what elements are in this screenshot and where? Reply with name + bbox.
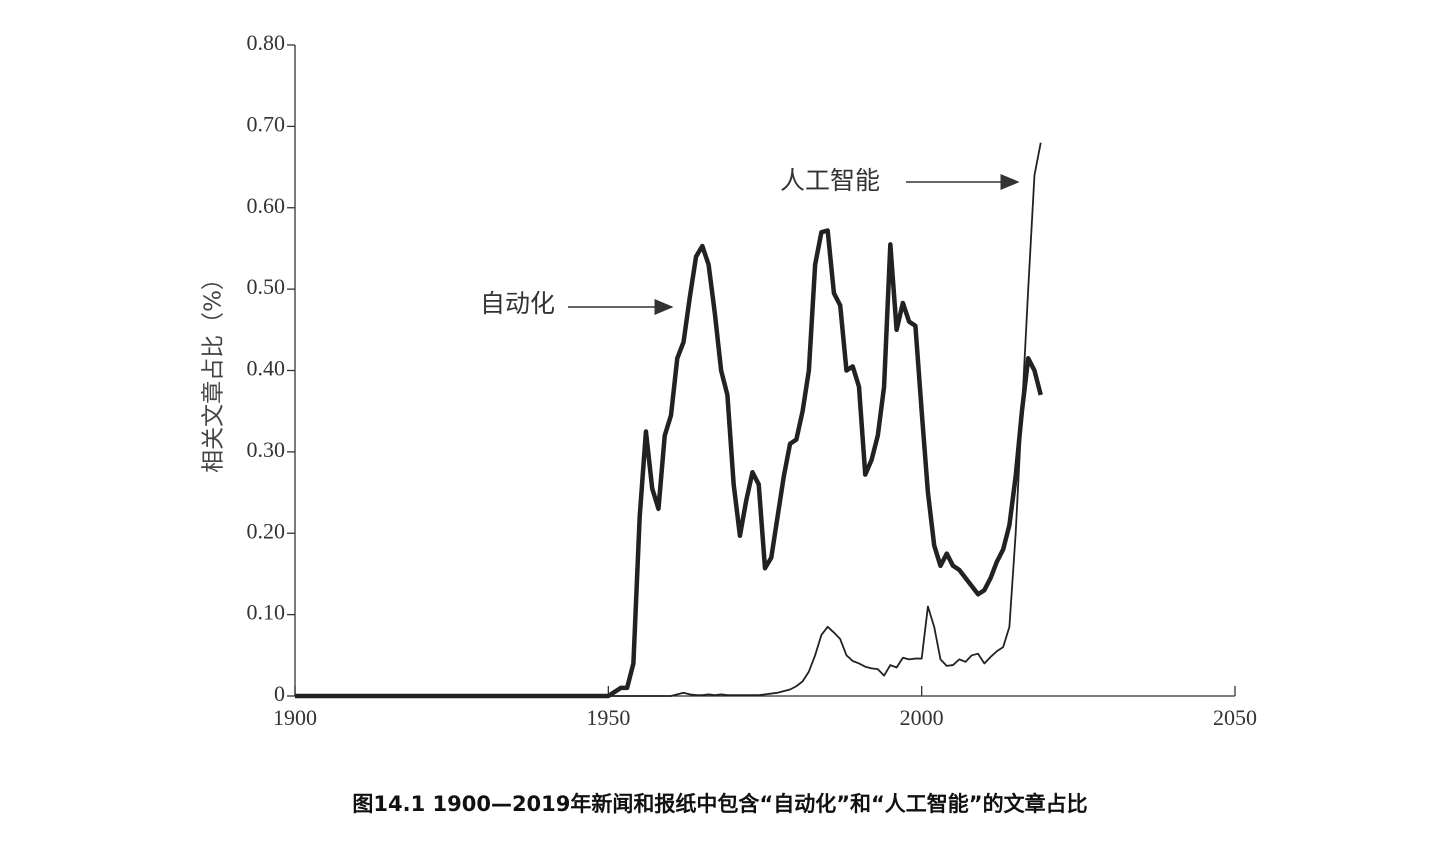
x-tick-label: 2000 [900, 705, 944, 730]
y-tick-label: 0.40 [247, 356, 286, 381]
chart-title: 图14.1 1900—2019年新闻和报纸中包含“自动化”和“人工智能”的文章占… [352, 792, 1087, 816]
y-tick-label: 0.80 [247, 30, 286, 55]
y-tick-label: 0.30 [247, 437, 286, 462]
x-tick-label: 2050 [1213, 705, 1257, 730]
y-tick-label: 0 [274, 681, 285, 706]
line [295, 228, 1043, 699]
y-axis-label: 相关文章占比（%） [201, 267, 227, 473]
y-tick-label: 0.60 [247, 193, 286, 218]
x-tick-label: 1900 [273, 705, 317, 730]
y-tick-label: 0.10 [247, 600, 286, 625]
annotation: 人工智能 [780, 166, 880, 195]
annotation: 自动化 [480, 289, 555, 318]
y-tick-label: 0.70 [247, 111, 286, 136]
x-tick-label: 1950 [586, 705, 630, 730]
y-tick-label: 0.20 [247, 518, 286, 543]
line [295, 142, 1042, 697]
y-tick-label: 0.50 [247, 274, 286, 299]
